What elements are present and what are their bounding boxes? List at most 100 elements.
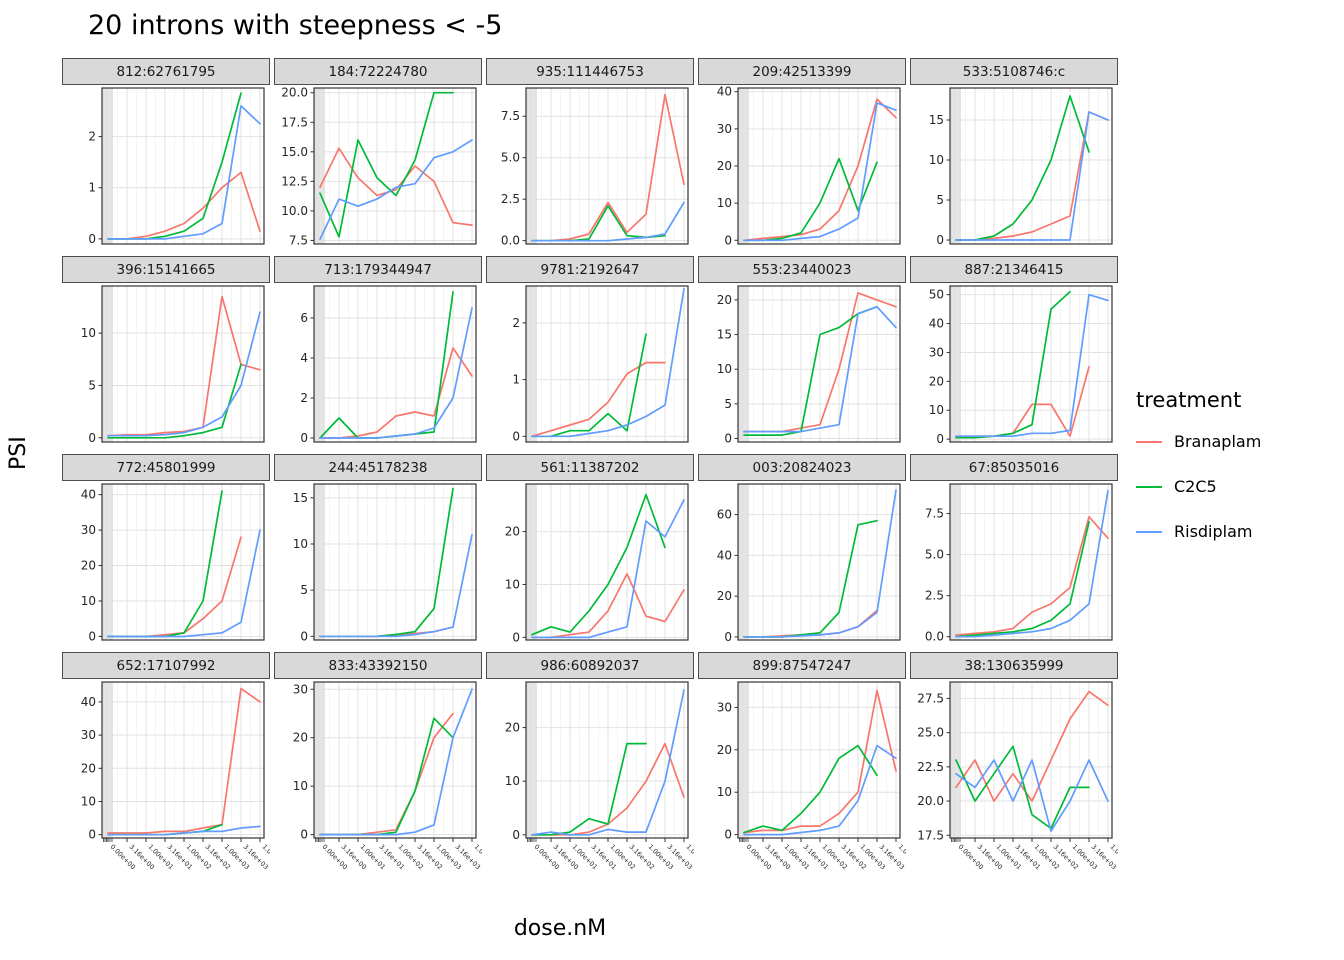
x-axis-label: dose.nM [513, 916, 607, 941]
svg-text:0: 0 [300, 629, 308, 643]
svg-text:0: 0 [936, 233, 944, 247]
facet-panel: 244:45178238 0 5 10 15 [274, 454, 482, 646]
svg-text:50: 50 [929, 288, 944, 302]
facet-plot: 0.0 2.5 5.0 7.5 [501, 87, 689, 248]
legend-key-line [1136, 440, 1162, 443]
facet-panel: 652:17107992 0 10 20 30 40 0.00e+00 3.16e+00 1.0… [62, 652, 270, 894]
facet-panel: 533:5108746:c 0 5 10 15 [910, 58, 1118, 250]
facet-panel: 812:62761795 0 1 2 [62, 58, 270, 250]
svg-text:10: 10 [293, 537, 308, 551]
svg-text:10: 10 [81, 326, 96, 340]
svg-text:17.5: 17.5 [917, 828, 944, 842]
facet-plot: 010200.00e+003.16e+001.00e+013.16e+011.0… [505, 681, 694, 871]
svg-text:15: 15 [293, 491, 308, 505]
svg-text:5: 5 [300, 583, 308, 597]
facet-plot: 0 1 2 [88, 87, 265, 246]
facet-plot: 0 2 4 6 [300, 285, 477, 445]
svg-text:20: 20 [505, 721, 520, 735]
facet-strip-label: 184:72224780 [274, 58, 482, 85]
svg-text:1: 1 [88, 181, 96, 195]
svg-text:10: 10 [81, 594, 96, 608]
facet-panel: 184:72224780 7.5 10.0 12.5 15.0 17.5 20.0 [274, 58, 482, 250]
svg-text:7.5: 7.5 [501, 109, 520, 123]
svg-text:20: 20 [717, 589, 732, 603]
svg-text:5: 5 [724, 397, 732, 411]
legend-title: treatment [1136, 388, 1242, 412]
svg-text:30: 30 [717, 122, 732, 136]
legend-key-line [1136, 485, 1162, 488]
svg-text:0.0: 0.0 [925, 630, 944, 644]
svg-text:20: 20 [81, 761, 96, 775]
svg-text:10: 10 [717, 362, 732, 376]
svg-text:5: 5 [936, 193, 944, 207]
legend-key-line [1136, 530, 1162, 533]
facet-panel: 67:85035016 0.0 2.5 5.0 7.5 [910, 454, 1118, 646]
svg-text:10.0: 10.0 [281, 204, 308, 218]
svg-text:10: 10 [81, 794, 96, 808]
facet-panel: 772:45801999 0 10 20 30 40 [62, 454, 270, 646]
facet-plot: 0 10 20 30 40 [81, 483, 265, 643]
svg-text:2: 2 [512, 316, 520, 330]
facet-strip-label: 652:17107992 [62, 652, 270, 679]
facet-strip-label: 67:85035016 [910, 454, 1118, 481]
facet-plot: 0 10 20 30 40 [717, 85, 901, 247]
svg-text:0: 0 [724, 233, 732, 247]
svg-text:0: 0 [88, 232, 96, 246]
svg-text:5.0: 5.0 [501, 151, 520, 165]
legend-entry-label: Branaplam [1174, 432, 1262, 451]
svg-text:30: 30 [81, 728, 96, 742]
facet-strip-label: 244:45178238 [274, 454, 482, 481]
svg-text:10: 10 [717, 785, 732, 799]
svg-text:10: 10 [505, 577, 520, 591]
facet-panel: 887:21346415 0 10 20 30 40 50 [910, 256, 1118, 448]
facet-plot: 0 5 10 [81, 285, 265, 445]
svg-text:20: 20 [717, 293, 732, 307]
svg-text:30: 30 [717, 700, 732, 714]
facet-strip-label: 833:43392150 [274, 652, 482, 679]
svg-text:1: 1 [512, 373, 520, 387]
svg-text:10: 10 [293, 779, 308, 793]
facet-panel: 209:42513399 0 10 20 30 40 [698, 58, 906, 250]
svg-text:0: 0 [724, 432, 732, 446]
svg-text:25.0: 25.0 [917, 726, 944, 740]
facet-strip-label: 003:20824023 [698, 454, 906, 481]
facet-panel: 396:15141665 0 5 10 [62, 256, 270, 448]
svg-text:0: 0 [88, 629, 96, 643]
facet-strip-label: 38:130635999 [910, 652, 1118, 679]
svg-text:20.0: 20.0 [917, 794, 944, 808]
facet-plot: 01020300.00e+003.16e+001.00e+013.16e+011… [293, 681, 482, 871]
svg-text:20: 20 [81, 559, 96, 573]
legend-entry-label: Risdiplam [1174, 522, 1253, 541]
facet-plot: 0 10 20 30 40 50 [929, 285, 1113, 446]
legend-entry: C2C5 [1136, 477, 1336, 496]
svg-text:22.5: 22.5 [917, 760, 944, 774]
svg-text:7.5: 7.5 [289, 233, 308, 247]
svg-text:2.5: 2.5 [925, 589, 944, 603]
svg-text:2: 2 [300, 391, 308, 405]
facet-plot: 0 1 2 [512, 285, 689, 443]
facet-panel: 899:87547247 0 10 20 30 0.00e+00 3.16e+00 1.00e… [698, 652, 906, 894]
svg-text:10: 10 [929, 403, 944, 417]
svg-text:0: 0 [512, 828, 520, 842]
facet-strip-label: 772:45801999 [62, 454, 270, 481]
svg-text:40: 40 [81, 695, 96, 709]
facet-strip-label: 899:87547247 [698, 652, 906, 679]
svg-text:17.5: 17.5 [281, 115, 308, 129]
svg-text:2: 2 [88, 130, 96, 144]
svg-text:30: 30 [293, 682, 308, 696]
y-axis-label: PSI [6, 436, 31, 470]
facet-plot: 7.5 10.0 12.5 15.0 17.5 20.0 [281, 86, 477, 247]
facet-panel: 38:130635999 17.5 20.0 22.5 25.0 27.5 0.00e+00… [910, 652, 1118, 894]
svg-text:15: 15 [929, 113, 944, 127]
facet-strip-label: 935:111446753 [486, 58, 694, 85]
svg-text:7.5: 7.5 [925, 507, 944, 521]
svg-text:0.0: 0.0 [501, 234, 520, 248]
facet-plot: 0 10 20 [505, 483, 689, 644]
svg-text:27.5: 27.5 [917, 691, 944, 705]
svg-text:40: 40 [81, 488, 96, 502]
svg-text:12.5: 12.5 [281, 174, 308, 188]
svg-text:0: 0 [724, 630, 732, 644]
svg-text:20: 20 [505, 525, 520, 539]
svg-text:10: 10 [929, 153, 944, 167]
facet-strip-label: 533:5108746:c [910, 58, 1118, 85]
